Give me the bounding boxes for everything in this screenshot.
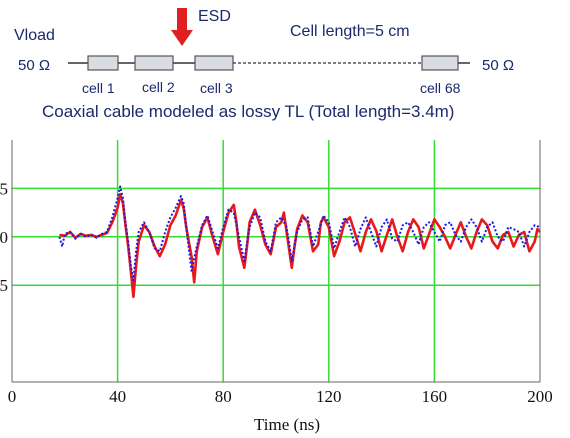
source-impedance-label: 50 Ω <box>18 57 50 74</box>
y-tick-label: 5 <box>0 179 8 198</box>
cell-label-68: cell 68 <box>420 80 461 96</box>
schematic: Vload 50 Ω 50 Ω ESD Cell length=5 cm cel… <box>14 8 514 121</box>
schematic-caption: Coaxial cable modeled as lossy TL (Total… <box>42 102 454 121</box>
chart-frame <box>11 140 541 383</box>
x-tick-label: 200 <box>527 387 553 406</box>
cell-length-label: Cell length=5 cm <box>290 23 410 40</box>
cell-box-3 <box>194 55 234 71</box>
esd-label: ESD <box>198 8 231 25</box>
series-line-2 <box>58 185 541 282</box>
x-tick-label: 0 <box>8 387 17 406</box>
chart-series-layer <box>58 185 541 299</box>
cell-box-68 <box>421 55 459 71</box>
cell-box-2 <box>134 55 174 71</box>
load-impedance-label: 50 Ω <box>482 57 514 74</box>
cell-label-2: cell 2 <box>142 79 175 95</box>
x-axis-label: Time (ns) <box>254 415 320 434</box>
x-tick-labels: 0 40 80 120 160 200 <box>8 387 553 406</box>
x-tick-label: 160 <box>422 387 448 406</box>
chart: 0 40 80 120 160 200 5 0 5 Time (ns) <box>0 140 553 434</box>
chart-grid <box>12 140 540 382</box>
y-tick-labels: 5 0 5 <box>0 179 8 295</box>
vload-label: Vload <box>14 27 55 44</box>
x-tick-label: 40 <box>109 387 126 406</box>
x-tick-label: 120 <box>316 387 342 406</box>
y-tick-label: 5 <box>0 276 8 295</box>
x-tick-label: 80 <box>215 387 232 406</box>
cell-label-3: cell 3 <box>200 80 233 96</box>
series-line-1 <box>59 192 541 299</box>
y-tick-label: 0 <box>0 228 8 247</box>
cell-box-1 <box>87 55 119 71</box>
esd-arrow-icon <box>171 8 193 46</box>
cell-label-1: cell 1 <box>82 80 115 96</box>
